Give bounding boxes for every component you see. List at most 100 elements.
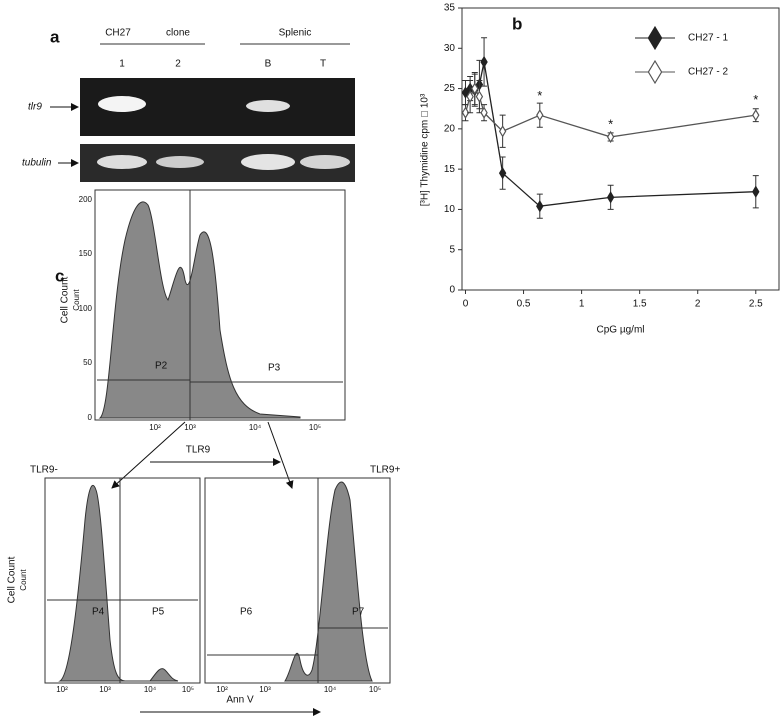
plot-frame <box>94 189 346 421</box>
point <box>466 90 474 103</box>
x-tick-label: 10³ <box>184 423 196 432</box>
gel-header: CH27 <box>105 28 131 39</box>
band <box>156 156 204 168</box>
band <box>98 96 146 112</box>
legend-label: CH27 - 2 <box>688 67 728 78</box>
x-label: TLR9 <box>186 445 211 456</box>
y-tick-label: 100 <box>79 304 93 313</box>
y-label: Count <box>72 289 81 311</box>
band <box>97 155 147 169</box>
gel-header: Splenic <box>279 28 312 39</box>
gate-label: P5 <box>152 607 165 618</box>
arrow <box>111 421 186 489</box>
x-tick-label: 10⁵ <box>182 685 194 694</box>
y-tick-label: 0 <box>88 413 93 422</box>
y-tick-label: 35 <box>444 3 456 14</box>
annotation: * <box>537 88 542 103</box>
point <box>752 185 760 198</box>
y-tick-label: 30 <box>444 43 456 54</box>
legend-marker <box>647 25 663 51</box>
gate-label: P3 <box>268 363 281 374</box>
y-tick-label: 20 <box>444 123 456 134</box>
y-label: Cell Count <box>7 556 18 603</box>
point <box>536 200 544 213</box>
annotation: * <box>753 92 758 107</box>
panel-c: c P2 P3 Cell Count Count 200 150 100 50 0 10²… <box>7 189 400 716</box>
x-tick-label: 1 <box>579 299 585 310</box>
gate-label: P2 <box>155 361 168 372</box>
y-label: [³H] Thymidine cpm □ 10³ <box>420 93 431 206</box>
point <box>471 82 479 95</box>
point <box>480 55 488 69</box>
gel-header: clone <box>166 28 190 39</box>
annotation: * <box>608 116 613 131</box>
plot-frame <box>204 477 391 684</box>
y-label: Cell Count <box>60 276 71 323</box>
plot-frame <box>461 7 780 291</box>
x-tick-label: 1.5 <box>633 299 647 310</box>
x-tick-label: 10⁵ <box>309 423 321 432</box>
plot-frame <box>44 477 201 684</box>
lane-label: T <box>320 59 326 70</box>
x-tick-label: 0 <box>463 299 469 310</box>
y-tick-label: 50 <box>83 358 92 367</box>
gate-label: P4 <box>92 607 105 618</box>
x-tick-label: 2.5 <box>749 299 763 310</box>
y-tick-label: 15 <box>444 164 456 175</box>
y-tick-label: 25 <box>444 83 456 94</box>
panel-label: c <box>55 266 64 285</box>
y-label: Count <box>19 569 28 591</box>
point <box>475 90 484 103</box>
x-tick-label: 10³ <box>99 685 111 694</box>
y-tick-label: 200 <box>79 195 93 204</box>
gate-label: P6 <box>240 607 253 618</box>
x-tick-label: 10³ <box>259 685 271 694</box>
point <box>498 167 507 180</box>
histogram <box>58 484 179 682</box>
band <box>300 155 350 169</box>
lane-label: B <box>265 59 272 70</box>
legend-marker <box>647 59 663 85</box>
x-label: CpG µg/ml <box>597 325 645 336</box>
x-tick-label: 10² <box>216 685 228 694</box>
point <box>536 108 544 122</box>
x-tick-label: 10⁵ <box>369 685 381 694</box>
x-tick-label: 10⁴ <box>324 685 337 694</box>
x-tick-label: 0.5 <box>517 299 531 310</box>
y-tick-label: 150 <box>79 249 93 258</box>
lane-label: 1 <box>119 59 125 70</box>
x-label: Ann V <box>226 695 254 706</box>
lane-label: 2 <box>175 59 181 70</box>
band <box>241 154 295 170</box>
point <box>498 125 507 138</box>
histogram <box>284 481 373 682</box>
panel-label: a <box>50 27 60 46</box>
legend-label: CH27 - 1 <box>688 33 728 44</box>
arrow <box>267 421 294 489</box>
point <box>606 130 615 144</box>
y-tick-label: 10 <box>444 204 456 215</box>
panel-label: b <box>512 14 522 33</box>
band <box>246 100 290 112</box>
point <box>461 86 470 99</box>
plot-title: TLR9- <box>30 465 58 476</box>
x-tick-label: 10² <box>56 685 68 694</box>
point <box>606 191 615 204</box>
histogram <box>98 201 301 419</box>
point <box>480 106 488 119</box>
gate-label: P7 <box>352 607 365 618</box>
x-tick-label: 10² <box>149 423 161 432</box>
charts: b 0 5 10 15 20 25 30 35 0 0.5 1 1.5 2 2.5 CpG µg/ml [³H]… <box>420 3 780 336</box>
y-tick-label: 5 <box>449 244 455 255</box>
plot-title: TLR9+ <box>370 465 400 476</box>
x-tick-label: 2 <box>695 299 701 310</box>
point <box>752 108 760 122</box>
row-label: tubulin <box>22 158 52 169</box>
y-tick-label: 0 <box>449 285 455 296</box>
point <box>461 106 470 119</box>
x-tick-label: 10⁴ <box>144 685 157 694</box>
panel-a: a CH27 clone Splenic 1 2 B T tlr9 tubuli… <box>22 27 355 182</box>
row-label: tlr9 <box>28 102 42 113</box>
x-tick-label: 10⁴ <box>249 423 262 432</box>
